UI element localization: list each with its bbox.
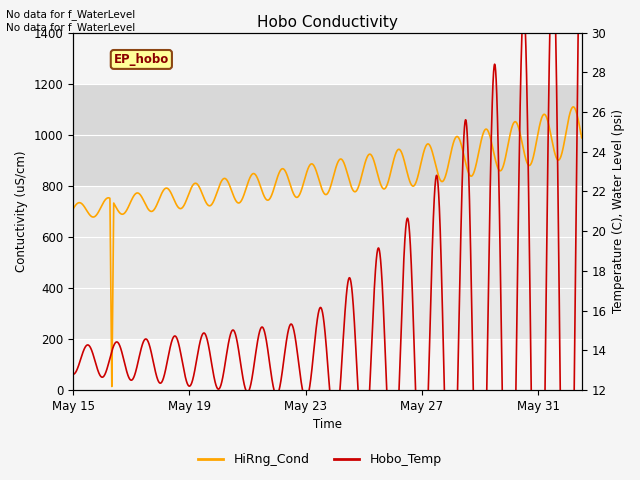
Text: No data for f_WaterLevel: No data for f_WaterLevel (6, 22, 136, 33)
Title: Hobo Conductivity: Hobo Conductivity (257, 15, 398, 30)
Bar (73, 186, 582, 339)
Text: No data for f_WaterLevel: No data for f_WaterLevel (6, 9, 136, 20)
Legend: HiRng_Cond, Hobo_Temp: HiRng_Cond, Hobo_Temp (193, 448, 447, 471)
Y-axis label: Contuctivity (uS/cm): Contuctivity (uS/cm) (15, 151, 28, 272)
X-axis label: Time: Time (313, 419, 342, 432)
Text: EP_hobo: EP_hobo (114, 53, 169, 66)
Bar (73, 84, 582, 186)
Y-axis label: Temperature (C), Water Level (psi): Temperature (C), Water Level (psi) (612, 109, 625, 313)
